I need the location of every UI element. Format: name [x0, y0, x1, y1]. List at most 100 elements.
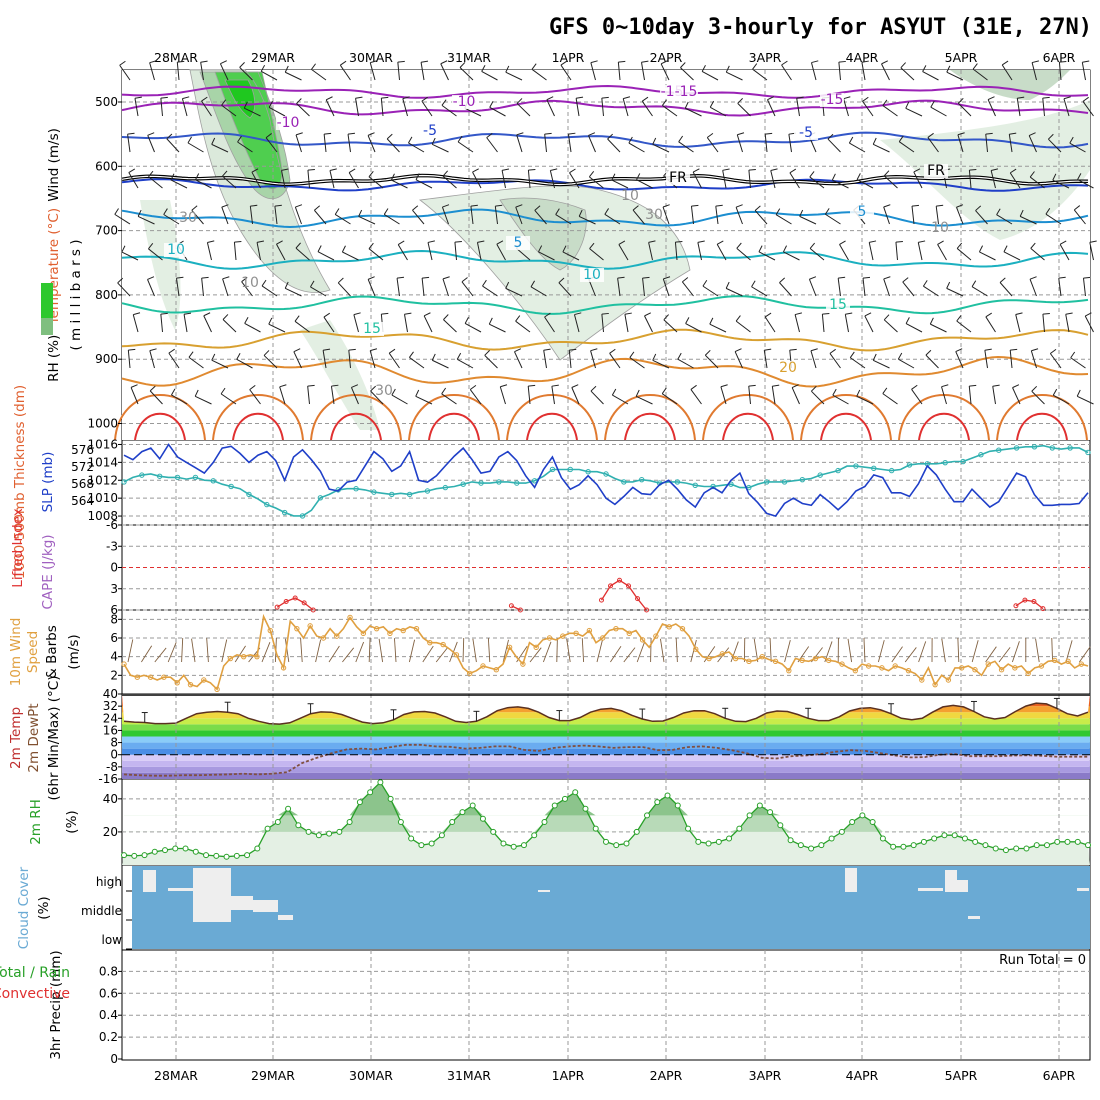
cloud-gap-3	[208, 910, 218, 918]
contour-label-bg-13	[826, 298, 850, 312]
upper-barb-flag-3-37	[1029, 171, 1035, 178]
upper-barb-1-17	[546, 99, 555, 117]
upper-barb-flag-7-17	[544, 312, 551, 318]
upper-barb-flag-3-4	[222, 170, 228, 177]
upper-barb-8-15	[484, 354, 498, 369]
upper-barb-flag-4-10	[358, 209, 363, 217]
rh2-point-27	[397, 819, 404, 825]
upper-barb-flag-7-14	[464, 317, 469, 324]
contour-label-bg-11	[164, 243, 188, 257]
w10-point-8	[174, 680, 180, 686]
thickness-point-72	[763, 479, 770, 485]
upper-barb-8-26	[763, 350, 768, 369]
upper-barb-3-4	[222, 175, 237, 189]
ticklabel-1: 6	[110, 631, 118, 645]
cloud-ticks: high middle low	[81, 875, 132, 950]
w10-point-116	[892, 663, 898, 669]
upper-barb-flag-9-22	[661, 387, 667, 394]
upper-barb-flag-6-15	[482, 279, 487, 287]
upper-barb-flag-5-0	[121, 245, 126, 253]
upper-barb-7-9	[353, 314, 359, 333]
upper-barb-flag-5-5	[256, 240, 265, 243]
upper-barb-8-24	[704, 354, 719, 369]
lifted-series	[274, 577, 1046, 613]
w10-point-46	[427, 639, 433, 646]
upper-barb-flag-7-11	[404, 312, 412, 315]
upper-barb-flag-7-13	[443, 314, 449, 320]
hot-loop-4	[526, 412, 578, 441]
rh2-point-67	[808, 845, 815, 852]
upper-barb-4-11	[383, 214, 400, 225]
upper-barb-flag-6-27	[779, 277, 786, 283]
thickness-point-32	[406, 491, 413, 498]
run-total: Run Total = 0	[999, 953, 1086, 968]
w10-point-108	[839, 661, 845, 667]
upper-barb-1-35	[987, 99, 996, 117]
upper-barb-flag-5-9	[341, 245, 346, 253]
ticklabel-0: 40	[103, 792, 118, 806]
ticklabel-7: -16	[98, 772, 118, 786]
thickness-point-10	[210, 478, 216, 484]
upper-barb-4-34	[955, 207, 964, 225]
rh2-point-17	[295, 822, 302, 829]
w10-barb-49	[784, 639, 791, 663]
upper-barb-7-25	[735, 320, 751, 333]
upper-barb-flag-8-22	[652, 353, 657, 361]
w10-barb-43	[703, 646, 716, 663]
w10-barb-20	[394, 638, 397, 663]
rh2-point-16	[285, 805, 292, 812]
upper-barb-flag-3-34	[969, 168, 977, 171]
upper-barb-6-28	[808, 279, 817, 297]
upper-barb-flag-9-19	[590, 385, 597, 392]
w10-ylabel-3-group: & Barbs	[44, 625, 60, 679]
li-point-0-4	[310, 607, 316, 613]
ticklabel-3: 0.2	[99, 1030, 118, 1044]
contour-label-15: 20	[779, 360, 797, 376]
w10-barb-66	[1011, 641, 1020, 663]
upper-barb-4-25	[735, 207, 743, 225]
upper-barb-flag-0-8	[311, 63, 316, 70]
upper-barb-flag-4-11	[383, 208, 389, 215]
thickness-point-84	[871, 465, 877, 472]
upper-barb-4-10	[358, 215, 376, 225]
upper-barb-1-3	[201, 100, 212, 117]
bottom-date-6: 3APR	[749, 1068, 782, 1083]
upper-barb-flag-4-8	[314, 205, 321, 211]
upper-barb-8-31	[873, 359, 890, 369]
upper-barb-8-8	[322, 350, 327, 369]
upper-barb-3-16	[527, 170, 531, 189]
upper-barb-2-10	[367, 135, 376, 153]
w10-point-80	[653, 633, 659, 639]
upper-barb-flag-0-21	[641, 60, 649, 63]
upper-barb-1-11	[402, 98, 408, 117]
upper-barb-9-12	[415, 395, 433, 405]
upper-barb-flag-5-26	[758, 245, 763, 253]
cloud-ticklabel-0: high	[96, 875, 122, 889]
rh2-point-30	[428, 840, 435, 847]
upper-barb-flag-5-20	[618, 240, 626, 245]
w10-point-54	[480, 663, 486, 669]
upper-barb-6-37	[1029, 279, 1037, 297]
upper-barb-flag-0-7	[284, 65, 289, 73]
upper-barb-6-19	[588, 279, 596, 297]
rh2-point-86	[1002, 847, 1009, 854]
cloud-gaps	[143, 868, 1089, 922]
rh2-point-11	[233, 852, 240, 859]
upper-barb-flag-9-6	[279, 384, 287, 388]
li-point-2-5	[644, 607, 650, 613]
upper-barb-2-14	[457, 141, 474, 153]
upper-barb-flag-3-20	[611, 173, 616, 181]
upper-barb-4-18	[555, 214, 572, 225]
upper-barb-2-36	[1008, 134, 1013, 153]
upper-barb-6-39	[1082, 278, 1086, 297]
w10-point-68	[573, 630, 579, 637]
upper-barb-4-5	[249, 206, 253, 225]
upper-barb-flag-7-19	[601, 312, 609, 315]
upper-barb-0-20	[617, 62, 621, 81]
upper-barb-flag-2-25	[737, 132, 745, 136]
w10-point-128	[972, 667, 978, 673]
upper-barb-7-23	[685, 323, 702, 333]
w10-point-32	[334, 633, 340, 639]
upper-barb-6-9	[337, 282, 351, 297]
upper-barb-flag-6-0	[117, 277, 124, 284]
